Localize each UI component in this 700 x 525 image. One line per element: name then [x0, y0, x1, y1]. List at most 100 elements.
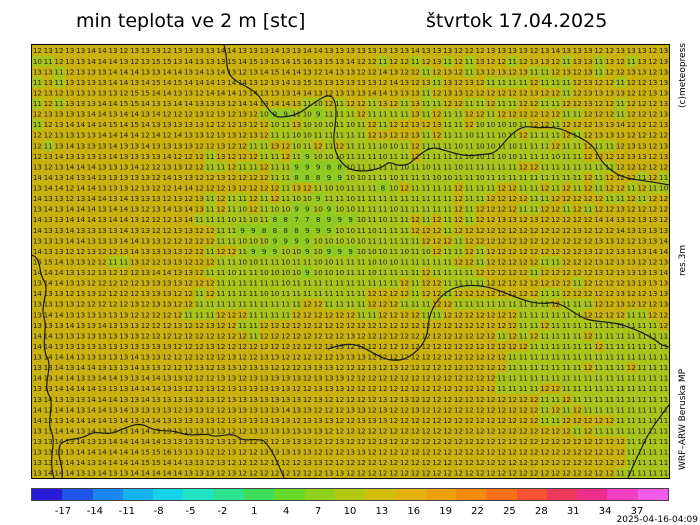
grid-value: 12	[324, 448, 333, 457]
field-cell	[355, 298, 368, 310]
grid-value: 11	[346, 131, 355, 140]
field-cell	[593, 330, 605, 342]
grid-value: 11	[497, 384, 506, 393]
grid-value: 13	[270, 448, 279, 457]
grid-value: 12	[475, 205, 484, 214]
grid-value: 13	[76, 67, 85, 76]
grid-value: 10	[292, 131, 302, 140]
grid-value: 10	[475, 141, 485, 150]
grid-value: 11	[238, 321, 247, 330]
grid-value: 11	[270, 279, 279, 288]
grid-value: 12	[400, 469, 409, 478]
grid-value: 13	[130, 78, 139, 87]
grid-value: 12	[497, 416, 506, 425]
grid-value: 14	[54, 152, 64, 161]
grid-value: 13	[162, 374, 171, 383]
field-cell	[442, 140, 454, 152]
grid-value: 10	[281, 268, 291, 277]
grid-value: 11	[195, 289, 204, 298]
grid-value: 13	[195, 363, 204, 372]
grid-value: 12	[562, 257, 571, 266]
grid-value: 13	[195, 120, 204, 129]
grid-value: 13	[162, 162, 171, 171]
grid-value: 11	[119, 257, 128, 266]
grid-value: 11	[583, 162, 592, 171]
field-cell	[442, 224, 454, 236]
grid-value: 12	[162, 363, 171, 372]
grid-value: 13	[270, 78, 279, 87]
grid-value: 11	[562, 78, 571, 87]
grid-value: 12	[227, 426, 236, 435]
grid-value: 12	[465, 395, 474, 404]
grid-value: 12	[411, 67, 420, 76]
grid-value: 13	[216, 458, 225, 467]
grid-value: 12	[454, 384, 463, 393]
field-cell	[237, 161, 249, 173]
field-cell	[377, 235, 389, 247]
grid-value: 12	[562, 426, 571, 435]
grid-value: 14	[108, 458, 118, 467]
grid-value: 13	[594, 88, 603, 97]
grid-value: 13	[314, 374, 323, 383]
grid-value: 11	[519, 120, 528, 129]
field-cell	[355, 287, 368, 300]
field-cell	[355, 266, 368, 278]
grid-value: 12	[573, 289, 582, 298]
grid-value: 11	[195, 300, 204, 309]
grid-value: 13	[33, 363, 42, 372]
grid-value: 11	[648, 331, 657, 340]
grid-value: 11	[519, 152, 528, 161]
grid-value: 12	[519, 437, 528, 446]
grid-value: 12	[486, 257, 495, 266]
grid-value: 12	[411, 437, 420, 446]
grid-value: 13	[119, 363, 128, 372]
grid-value: 12	[648, 205, 657, 214]
grid-value: 13	[195, 99, 204, 108]
field-cell	[345, 150, 357, 162]
grid-value: 12	[303, 321, 312, 330]
grid-value: 14	[152, 88, 162, 97]
grid-value: 13	[314, 426, 323, 435]
grid-value: 10	[389, 141, 399, 150]
grid-value: 12	[605, 173, 614, 182]
field-cell	[582, 161, 595, 173]
grid-value: 9	[251, 226, 256, 235]
grid-value: 13	[173, 247, 182, 256]
field-cell	[550, 118, 562, 131]
grid-value: 13	[33, 184, 42, 193]
grid-value: 12	[605, 152, 614, 161]
grid-value: 12	[389, 426, 398, 435]
grid-value: 11	[54, 78, 63, 87]
grid-value: 12	[486, 310, 495, 319]
grid-value: 12	[195, 173, 204, 182]
field-cell	[269, 224, 281, 236]
grid-value: 12	[44, 99, 53, 108]
grid-value: 13	[659, 257, 668, 266]
grid-value: 11	[368, 205, 377, 214]
field-cell	[647, 182, 659, 194]
grid-value: 12	[33, 88, 42, 97]
grid-value: 12	[33, 131, 42, 140]
grid-value: 13	[519, 46, 528, 55]
grid-value: 13	[87, 289, 96, 298]
grid-value: 12	[616, 437, 625, 446]
grid-value: 12	[281, 321, 290, 330]
grid-value: 11	[335, 279, 344, 288]
grid-value: 13	[303, 458, 312, 467]
colorbar-tick-label: -8	[153, 506, 164, 517]
grid-value: 11	[357, 268, 366, 277]
field-cell	[550, 129, 562, 141]
grid-value: 13	[65, 268, 74, 277]
grid-value: 12	[443, 321, 452, 330]
field-cell	[237, 203, 249, 215]
grid-value: 11	[335, 257, 344, 266]
grid-value: 14	[76, 215, 86, 224]
grid-value: 12	[627, 110, 636, 119]
grid-value: 11	[583, 384, 592, 393]
grid-value: 13	[400, 46, 409, 55]
grid-value: 13	[152, 141, 161, 150]
grid-value: 13	[346, 88, 355, 97]
grid-value: 12	[422, 437, 431, 446]
grid-value: 11	[508, 173, 517, 182]
grid-value: 13	[206, 342, 215, 351]
